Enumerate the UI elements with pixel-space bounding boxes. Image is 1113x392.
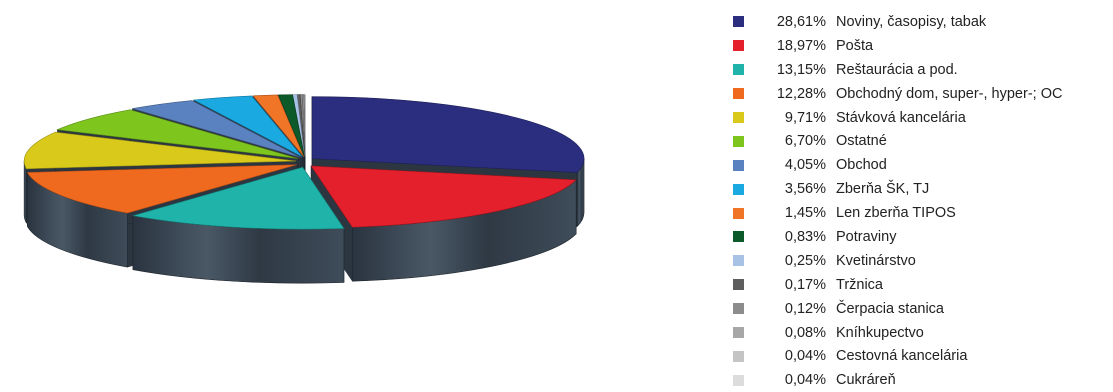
legend-label: Pošta [836, 37, 874, 54]
legend-swatch [733, 88, 744, 100]
legend-swatch [733, 350, 744, 362]
legend-label: Len zberňa TIPOS [836, 205, 956, 222]
legend-swatch [733, 64, 744, 76]
legend-item-12: 0,17% Tržnica [733, 273, 1062, 297]
legend-value: 0,12% [784, 300, 826, 317]
legend-swatch [733, 112, 744, 123]
legend-value: 0,04% [784, 372, 826, 389]
legend-label: Ostatné [836, 133, 887, 150]
legend-value: 1,45% [784, 205, 826, 222]
legend-item-2: 18,97% Pošta [733, 34, 1062, 58]
legend-label: Kníhkupectvo [836, 324, 924, 341]
legend-value: 13,15% [776, 61, 826, 78]
legend-item-7: 4,05% Obchod [733, 153, 1062, 177]
legend-label: Tržnica [836, 276, 883, 293]
legend-label: Cukráreň [836, 372, 896, 389]
legend-value: 0,17% [784, 276, 826, 293]
pie-chart-area [23, 94, 585, 284]
legend-label: Stávková kancelária [836, 109, 966, 126]
legend-item-5: 9,71% Stávková kancelária [733, 106, 1062, 130]
legend-item-6: 6,70% Ostatné [733, 129, 1062, 153]
legend-swatch [733, 303, 744, 315]
legend-item-16: 0,04% Cukráreň [733, 368, 1062, 392]
legend-item-15: 0,04% Cestovná kancelária [733, 344, 1062, 368]
legend-swatch [733, 135, 744, 147]
legend-swatch [733, 159, 744, 171]
legend-label: Obchodný dom, super-, hyper-; OC [836, 85, 1063, 102]
legend-item-11: 0,25% Kvetinárstvo [733, 249, 1062, 273]
legend-value: 12,28% [776, 85, 826, 102]
legend-value: 18,97% [776, 37, 826, 54]
legend-item-9: 1,45% Len zberňa TIPOS [733, 201, 1062, 225]
legend-swatch [733, 255, 744, 267]
legend-label: Obchod [836, 157, 887, 174]
legend-value: 4,05% [784, 157, 826, 174]
legend-item-4: 12,28% Obchodný dom, super-, hyper-; OC [733, 82, 1062, 106]
legend-item-1: 28,61% Noviny, časopisy, tabak [733, 10, 1062, 34]
legend-label: Kvetinárstvo [836, 252, 916, 269]
legend-label: Reštaurácia a pod. [836, 61, 958, 78]
legend-label: Noviny, časopisy, tabak [836, 13, 987, 30]
legend-label: Potraviny [836, 228, 897, 245]
legend-value: 9,71% [784, 109, 826, 126]
legend-swatch [733, 16, 744, 28]
legend-swatch [733, 374, 744, 386]
legend-item-8: 3,56% Zberňa ŠK, TJ [733, 177, 1062, 201]
legend-item-3: 13,15% Reštaurácia a pod. [733, 58, 1062, 82]
pie-slices [23, 94, 585, 284]
legend-value: 0,08% [784, 324, 826, 341]
pie-slice-3 [132, 166, 345, 284]
legend-value: 0,25% [784, 252, 826, 269]
legend-item-13: 0,12% Čerpacia stanica [733, 297, 1062, 321]
legend-swatch [733, 40, 744, 52]
legend-value: 0,83% [784, 228, 826, 245]
legend-swatch [733, 183, 744, 195]
legend-label: Cestovná kancelária [836, 348, 968, 365]
legend-value: 3,56% [784, 181, 826, 198]
legend-swatch [733, 279, 744, 291]
legend-label: Čerpacia stanica [836, 300, 944, 317]
legend-swatch [733, 327, 744, 339]
legend-swatch [733, 231, 744, 243]
legend-item-14: 0,08% Kníhkupectvo [733, 321, 1062, 345]
legend-value: 0,04% [784, 348, 826, 365]
legend-label: Zberňa ŠK, TJ [836, 181, 930, 198]
legend-value: 6,70% [784, 133, 826, 150]
legend-swatch [733, 207, 744, 219]
legend-value: 28,61% [776, 13, 826, 30]
chart-legend: 28,61% Noviny, časopisy, tabak 18,97% Po… [733, 10, 1062, 392]
pie-chart [23, 94, 585, 284]
legend-item-10: 0,83% Potraviny [733, 225, 1062, 249]
pie-slice-2 [310, 165, 577, 283]
